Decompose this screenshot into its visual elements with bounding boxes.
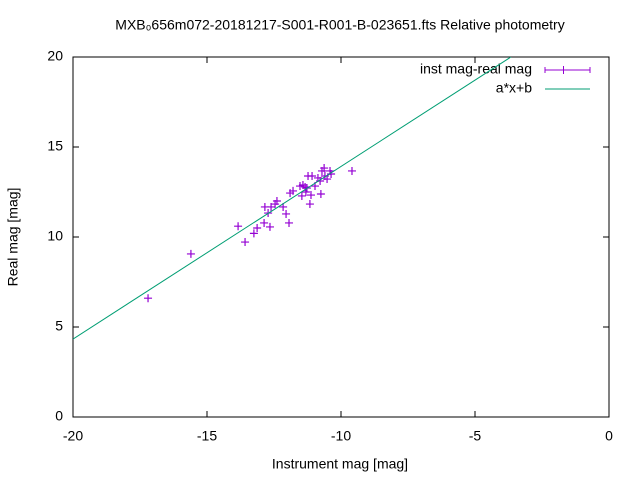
point	[234, 222, 243, 231]
point	[316, 177, 325, 186]
point	[253, 224, 262, 232]
point	[249, 229, 258, 238]
chart-title: MXB₀656m072-20181217-S001-R001-B-023651.…	[115, 17, 564, 33]
point	[265, 222, 274, 231]
x-tick-label: -5	[469, 428, 482, 444]
x-tick-label: -15	[197, 428, 217, 444]
fit-line	[73, 57, 512, 340]
y-tick-label: 20	[47, 48, 63, 64]
point	[320, 164, 329, 173]
point	[306, 191, 315, 200]
x-tick-label: 0	[605, 428, 613, 444]
point	[186, 249, 195, 258]
point	[323, 175, 332, 184]
point	[308, 171, 317, 180]
x-tick-label: -20	[63, 428, 83, 444]
x-tick-label: -10	[331, 428, 351, 444]
y-tick-label: 10	[47, 228, 63, 244]
point	[347, 166, 356, 175]
point	[285, 218, 294, 227]
point	[260, 218, 269, 227]
point	[305, 200, 314, 209]
plot-frame	[72, 56, 610, 418]
point	[272, 197, 281, 205]
point	[289, 186, 298, 195]
y-tick-label: 5	[55, 318, 63, 334]
point	[297, 191, 306, 200]
legend-label: a*x+b	[496, 80, 532, 96]
y-axis-label: Real mag [mag]	[5, 188, 21, 287]
point	[241, 238, 250, 247]
point	[316, 189, 325, 198]
legend-symbol	[544, 66, 591, 74]
y-tick-label: 0	[55, 408, 63, 424]
point	[144, 294, 153, 303]
point	[282, 209, 291, 218]
y-tick-label: 15	[47, 138, 63, 154]
legend-label: inst mag-real mag	[420, 61, 532, 77]
x-axis-label: Instrument mag [mag]	[272, 456, 408, 472]
point	[267, 202, 276, 211]
